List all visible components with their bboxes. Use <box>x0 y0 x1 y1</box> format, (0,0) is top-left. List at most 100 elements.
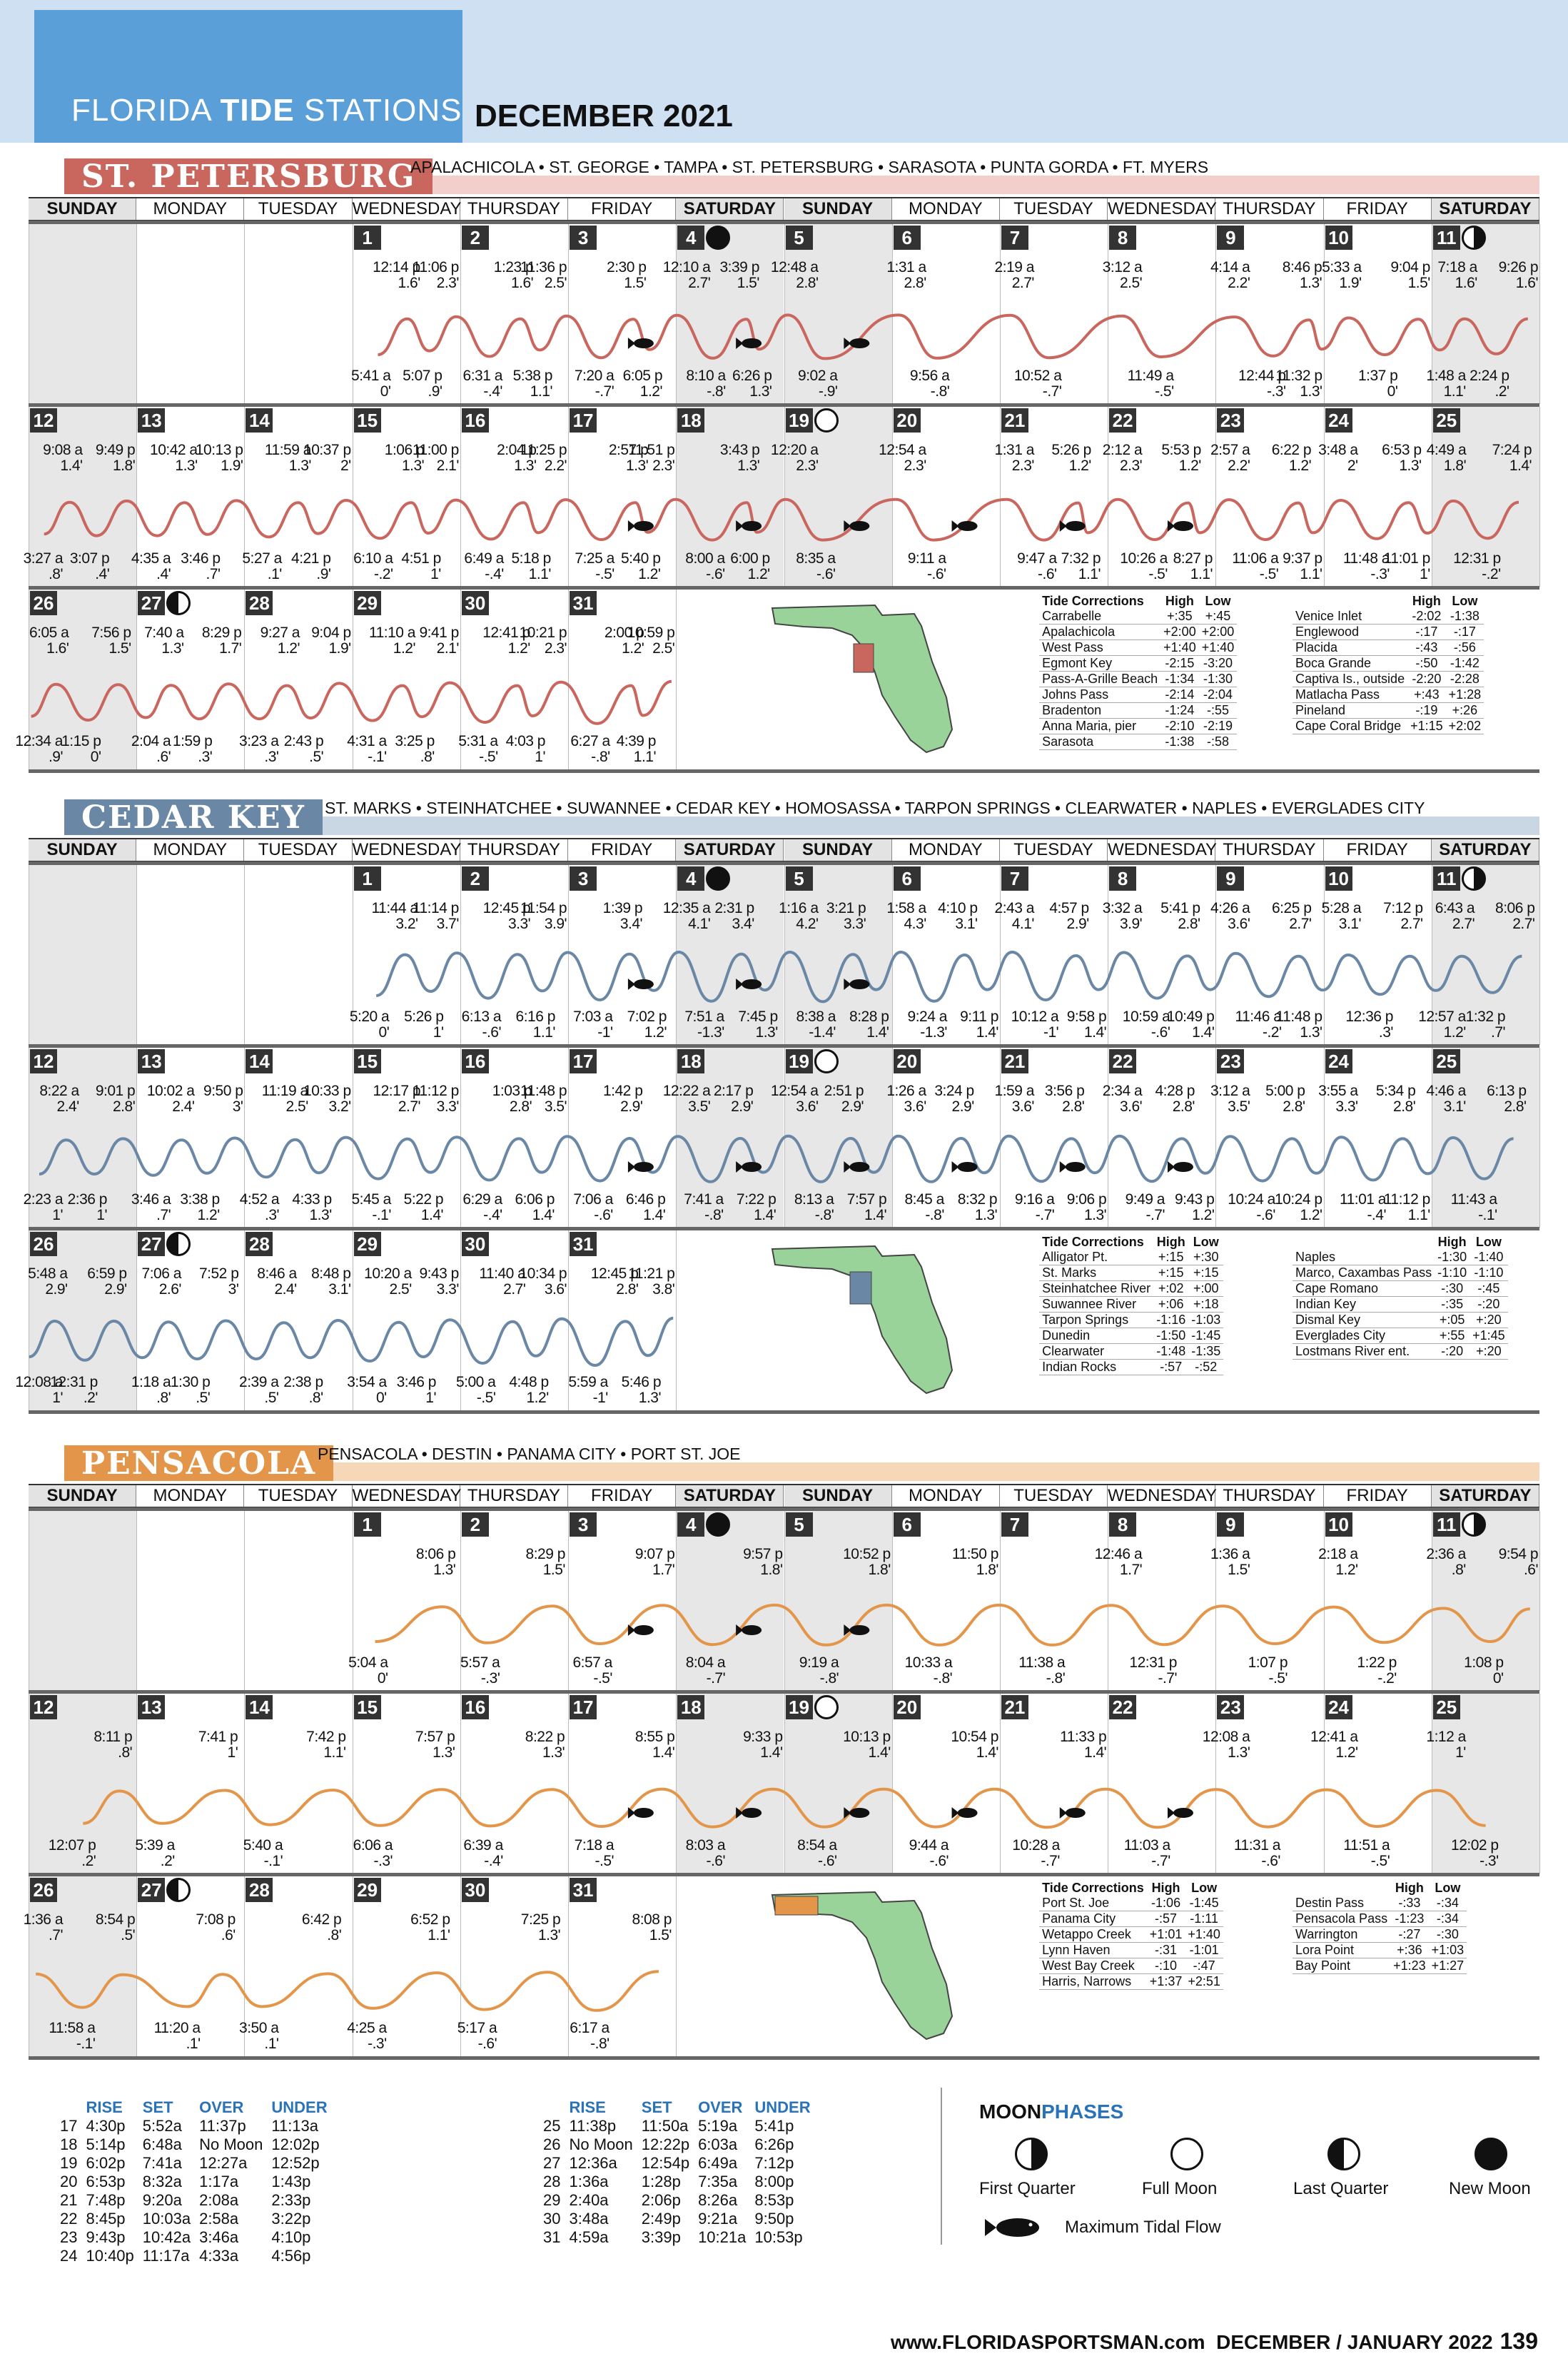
high-time: 12:46 a <box>1094 1546 1143 1562</box>
high-height: 1.1' <box>428 1927 450 1943</box>
low-height: .1' <box>186 2036 201 2052</box>
high-height: 3.7' <box>436 916 460 932</box>
high-time: 6:59 p <box>87 1265 127 1282</box>
day-number: 28 <box>246 591 273 615</box>
low-tide: 5:41 a 0' <box>335 368 391 400</box>
correction-cell: +:20 <box>1470 1343 1508 1360</box>
low-height: .9' <box>428 383 442 400</box>
high-tide: 7:42 p 1.1' <box>290 1729 346 1761</box>
low-tide: 4:03 p 1' <box>490 734 546 765</box>
tide-curve <box>31 679 672 725</box>
high-tide: 2:34 a 3.6' <box>1086 1083 1143 1115</box>
low-tide: 11:32 p 1.3' <box>1267 368 1323 400</box>
low-tide: 10:49 p 1.4' <box>1158 1009 1215 1041</box>
high-height: 2' <box>340 457 351 474</box>
high-tide: 5:53 p 1.2' <box>1145 443 1201 474</box>
fish-icon <box>736 1624 762 1636</box>
moon-phase-legend: MOONPHASES First Quarter Full Moon Last … <box>941 2088 1540 2245</box>
low-height: 1.4' <box>864 1207 887 1223</box>
correction-cell <box>1293 1881 1390 1896</box>
correction-cell: -:20 <box>1435 1343 1470 1360</box>
day-number: 11 <box>1432 866 1460 891</box>
correction-cell: -2:19 <box>1198 718 1238 734</box>
moon-table-header: SET <box>641 2098 672 2116</box>
low-time: 5:27 a <box>242 550 282 567</box>
high-height: 3.1' <box>955 916 978 932</box>
high-height: 3.5' <box>688 1098 711 1115</box>
day-number: 24 <box>1325 408 1352 433</box>
station-name: ST. PETERSBURG <box>64 158 433 195</box>
low-time: 2:39 a <box>239 1374 279 1390</box>
high-tide: 9:50 p 3' <box>187 1083 243 1115</box>
low-time: 10:26 a <box>1120 550 1168 567</box>
moon-date: 27 <box>543 2154 561 2172</box>
day-number: 20 <box>893 408 921 433</box>
moon-time: 10:53p <box>754 2228 803 2246</box>
low-time: 5:04 a <box>348 1654 388 1671</box>
high-time: 11:21 p <box>628 1265 675 1282</box>
low-time: 4:25 a <box>347 2020 387 2036</box>
high-tide: 1:03 p 2.8' <box>476 1083 532 1115</box>
low-time: 6:00 p <box>730 550 770 567</box>
col-divider <box>1323 224 1325 404</box>
high-height: 3.1' <box>328 1281 351 1298</box>
high-time: 2:57 a <box>1210 442 1250 458</box>
high-tide: 11:54 p 3.9' <box>511 901 567 932</box>
high-height: 1.8' <box>976 1562 999 1578</box>
low-height: 1.3' <box>749 383 772 400</box>
high-height: 2.5' <box>652 640 675 657</box>
high-tide: 2:04 p 1.3' <box>480 443 537 474</box>
correction-cell: -:34 <box>1428 1896 1467 1911</box>
low-time: 8:35 a <box>796 550 836 567</box>
high-time: 1:42 p <box>602 1083 643 1099</box>
low-height: -.8' <box>814 1207 834 1223</box>
correction-cell: -2:20 <box>1407 671 1446 687</box>
low-time: 7:51 a <box>684 1008 724 1025</box>
correction-cell: High <box>1151 1881 1180 1895</box>
moon-time: 2:06p <box>641 2191 681 2209</box>
high-time: 10:52 p <box>843 1546 891 1562</box>
correction-cell: -1:45 <box>1185 1896 1223 1911</box>
low-time: 11:01 p <box>1383 550 1431 567</box>
low-tide: 8:13 a -.8' <box>778 1192 834 1223</box>
low-time: 3:50 a <box>239 2020 279 2036</box>
high-tide: 12:41 p 1.2' <box>475 625 530 657</box>
low-tide: 8:28 p 1.4' <box>833 1009 889 1041</box>
correction-cell: +1:37 <box>1146 1973 1185 1990</box>
low-time: 8:03 a <box>685 1837 726 1854</box>
high-time: 8:55 p <box>634 1729 675 1745</box>
low-height: 1.3' <box>974 1207 998 1223</box>
first-quarter-icon <box>1461 226 1486 250</box>
col-divider <box>136 1876 138 2056</box>
weekend-shade <box>676 1694 784 1874</box>
weekend-shade <box>784 1048 892 1228</box>
day-number: 23 <box>1217 408 1245 433</box>
moon-date: 23 <box>60 2228 78 2246</box>
fish-icon <box>736 338 762 349</box>
high-tide: 2:17 p 2.9' <box>697 1083 754 1115</box>
row-divider <box>29 221 1539 224</box>
high-tide: 2:19 a 2.7' <box>978 260 1035 291</box>
high-time: 11:59 a <box>264 442 312 458</box>
low-tide: 7:45 p 1.3' <box>722 1009 778 1041</box>
high-height: 1.6' <box>510 275 534 291</box>
correction-cell: +1:40 <box>1198 639 1238 656</box>
low-height: 1.2' <box>197 1207 221 1223</box>
col-divider <box>1215 224 1217 404</box>
high-height: 1.3' <box>175 457 198 474</box>
low-tide: 12:31 p .2' <box>42 1375 98 1406</box>
full-moon-icon <box>814 1049 839 1073</box>
correction-cell: Lostmans River ent. <box>1293 1343 1435 1360</box>
low-tide: 11:06 a -.5' <box>1223 551 1279 582</box>
correction-cell: -1:10 <box>1435 1265 1470 1281</box>
low-height: .2' <box>81 1853 96 1869</box>
day-number: 12 <box>30 408 57 433</box>
footer-url[interactable]: www.FLORIDASPORTSMAN.com <box>890 2331 1205 2353</box>
low-time: 12:08 a <box>15 1374 63 1390</box>
low-height: .9' <box>316 566 331 582</box>
high-time: 7:12 p <box>1383 900 1423 916</box>
low-tide: 9:06 p 1.3' <box>1051 1192 1107 1223</box>
low-height: .8' <box>156 1390 171 1406</box>
low-height: 1' <box>96 1207 107 1223</box>
day-number: 5 <box>785 1512 813 1537</box>
